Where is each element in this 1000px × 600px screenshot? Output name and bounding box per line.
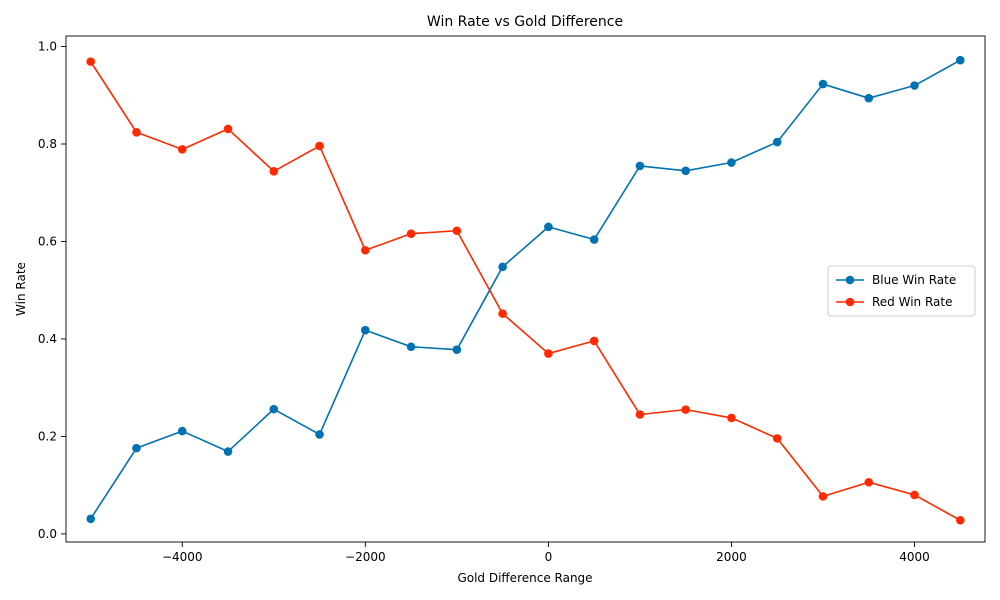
red-win-rate-legend-marker [845, 297, 855, 307]
blue-win-rate-legend-marker [845, 275, 855, 285]
x-tick-label: 0 [545, 550, 553, 564]
red-win-rate-point [361, 245, 370, 255]
red-win-rate-point [910, 490, 919, 500]
blue-win-rate-legend-label: Blue Win Rate [872, 273, 956, 287]
blue-win-rate-point [910, 81, 919, 90]
red-win-rate-legend-label: Red Win Rate [872, 295, 952, 309]
x-tick-label: −2000 [345, 550, 386, 564]
red-win-rate-point [544, 349, 553, 358]
red-win-rate-point [86, 57, 96, 66]
red-win-rate-point [498, 309, 507, 318]
red-win-rate-point [406, 229, 416, 238]
red-win-rate-line [90, 61, 961, 521]
blue-win-rate-point [818, 79, 828, 89]
blue-win-rate-point [544, 222, 553, 232]
blue-win-rate-point [864, 93, 874, 103]
red-win-rate-point [589, 336, 599, 346]
y-tick-label: 0.4 [38, 332, 57, 346]
red-win-rate-point [223, 124, 233, 134]
red-win-rate-point [772, 434, 782, 443]
blue-win-rate-point [223, 447, 233, 456]
blue-win-rate-point [177, 426, 187, 436]
red-win-rate-point [681, 405, 690, 414]
blue-win-rate-point [498, 262, 507, 272]
blue-win-rate-point [681, 166, 690, 176]
blue-win-rate-point [315, 430, 324, 439]
blue-win-rate-point [406, 342, 416, 352]
blue-win-rate-point [452, 345, 462, 354]
red-win-rate-point [818, 492, 828, 501]
red-win-rate-point [132, 128, 141, 137]
legend: Blue Win Rate Red Win Rate [827, 265, 976, 317]
red-win-rate-point [635, 410, 645, 419]
x-tick-label: 4000 [899, 550, 930, 564]
y-tick-label: 0.6 [38, 234, 57, 248]
blue-win-rate-point [361, 325, 370, 335]
legend-box [827, 265, 976, 317]
y-axis-label: Win Rate [14, 262, 28, 316]
y-tick-label: 0.0 [38, 527, 57, 541]
red-win-rate-point [864, 477, 874, 487]
y-tick-label: 1.0 [38, 40, 57, 54]
red-win-rate-point [727, 413, 736, 423]
red-win-rate-point [177, 145, 187, 154]
red-win-rate-point [269, 166, 279, 176]
blue-win-rate-point [772, 137, 782, 147]
red-win-rate-point [955, 515, 965, 525]
x-axis-label: Gold Difference Range [457, 571, 592, 585]
blue-win-rate-point [132, 443, 141, 453]
blue-win-rate-point [269, 404, 279, 414]
blue-win-rate-line [90, 59, 961, 520]
blue-win-rate-point [955, 55, 965, 65]
x-tick-label: −4000 [162, 550, 203, 564]
x-tick-label: 2000 [716, 550, 747, 564]
blue-win-rate-point [86, 514, 96, 524]
y-tick-label: 0.2 [38, 429, 57, 443]
red-win-rate-point [452, 226, 462, 236]
blue-win-rate-point [635, 161, 645, 171]
plot-area: −4000 −2000 0 2000 4000 0.0 0.2 0.4 0.6 0.8 1.0 [38, 35, 986, 564]
blue-win-rate-point [589, 235, 599, 244]
red-win-rate-point [315, 141, 324, 151]
y-tick-label: 0.8 [38, 137, 57, 151]
axes-frame [65, 35, 986, 543]
blue-win-rate-point [727, 158, 736, 167]
chart-title: Win Rate vs Gold Difference [427, 14, 623, 30]
